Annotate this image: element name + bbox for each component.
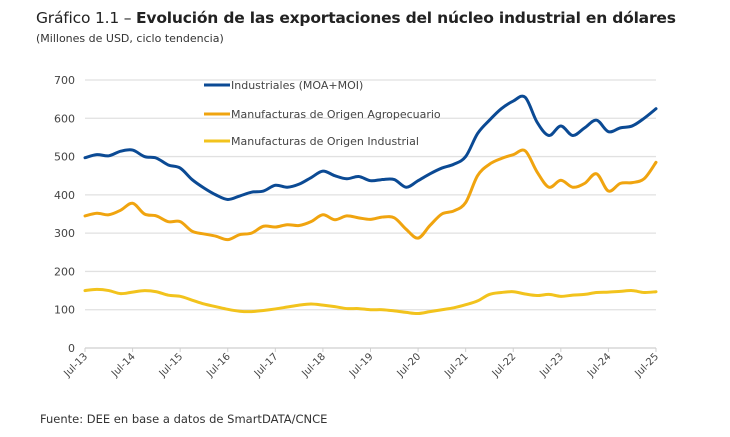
series-lines (83, 94, 658, 316)
x-tick-label: Jul-23 (537, 351, 566, 380)
chart-subtitle: (Millones de USD, ciclo tendencia) (36, 32, 224, 45)
y-tick-label: 0 (68, 342, 75, 355)
x-tick-label: Jul-20 (395, 351, 424, 380)
series-line-industriales (83, 94, 658, 201)
source-note: Fuente: DEE en base a datos de SmartDATA… (40, 412, 328, 426)
x-tick-label: Jul-14 (109, 351, 138, 380)
chart-title-main: Evolución de las exportaciones del núcle… (136, 9, 676, 27)
y-tick-label: 500 (54, 151, 75, 164)
legend-label-moi: Manufacturas de Origen Industrial (231, 135, 419, 148)
legend-item-moi: Manufacturas de Origen Industrial (204, 135, 419, 148)
chart-title: Gráfico 1.1 – Evolución de las exportaci… (36, 9, 676, 27)
x-tick-label: Jul-16 (204, 351, 233, 380)
y-tick-label: 700 (54, 74, 75, 87)
x-tick-label: Jul-22 (490, 351, 519, 380)
legend-label-moa: Manufacturas de Origen Agropecuario (231, 108, 441, 121)
legend-item-industriales: Industriales (MOA+MOI) (204, 79, 363, 92)
legend-item-moa: Manufacturas de Origen Agropecuario (204, 108, 441, 121)
x-tick-label: Jul-25 (633, 351, 662, 380)
y-tick-label: 100 (54, 304, 75, 317)
series-line-moi (83, 287, 658, 316)
x-tick-label: Jul-13 (62, 351, 91, 380)
y-tick-label: 200 (54, 265, 75, 278)
legend-label-industriales: Industriales (MOA+MOI) (231, 79, 363, 92)
y-tick-label: 600 (54, 112, 75, 125)
x-axis: Jul-13 Jul-14 Jul-15 Jul-16 Jul-17 Jul-18 Jul-… (62, 347, 662, 380)
y-tick-label: 300 (54, 227, 75, 240)
x-tick-label: Jul-19 (347, 351, 376, 380)
x-tick-label: Jul-21 (442, 351, 471, 380)
x-tick-label: Jul-18 (299, 351, 328, 380)
legend: Industriales (MOA+MOI) Manufacturas de O… (204, 79, 441, 148)
chart-title-prefix: Gráfico 1.1 – (36, 9, 137, 27)
x-tick-label: Jul-24 (585, 351, 614, 380)
series-line-moa (83, 148, 658, 242)
y-axis-ticks: 0 100 200 300 400 500 600 700 (54, 74, 75, 355)
x-tick-label: Jul-15 (157, 351, 186, 380)
x-tick-label: Jul-17 (252, 351, 281, 380)
y-tick-label: 400 (54, 189, 75, 202)
